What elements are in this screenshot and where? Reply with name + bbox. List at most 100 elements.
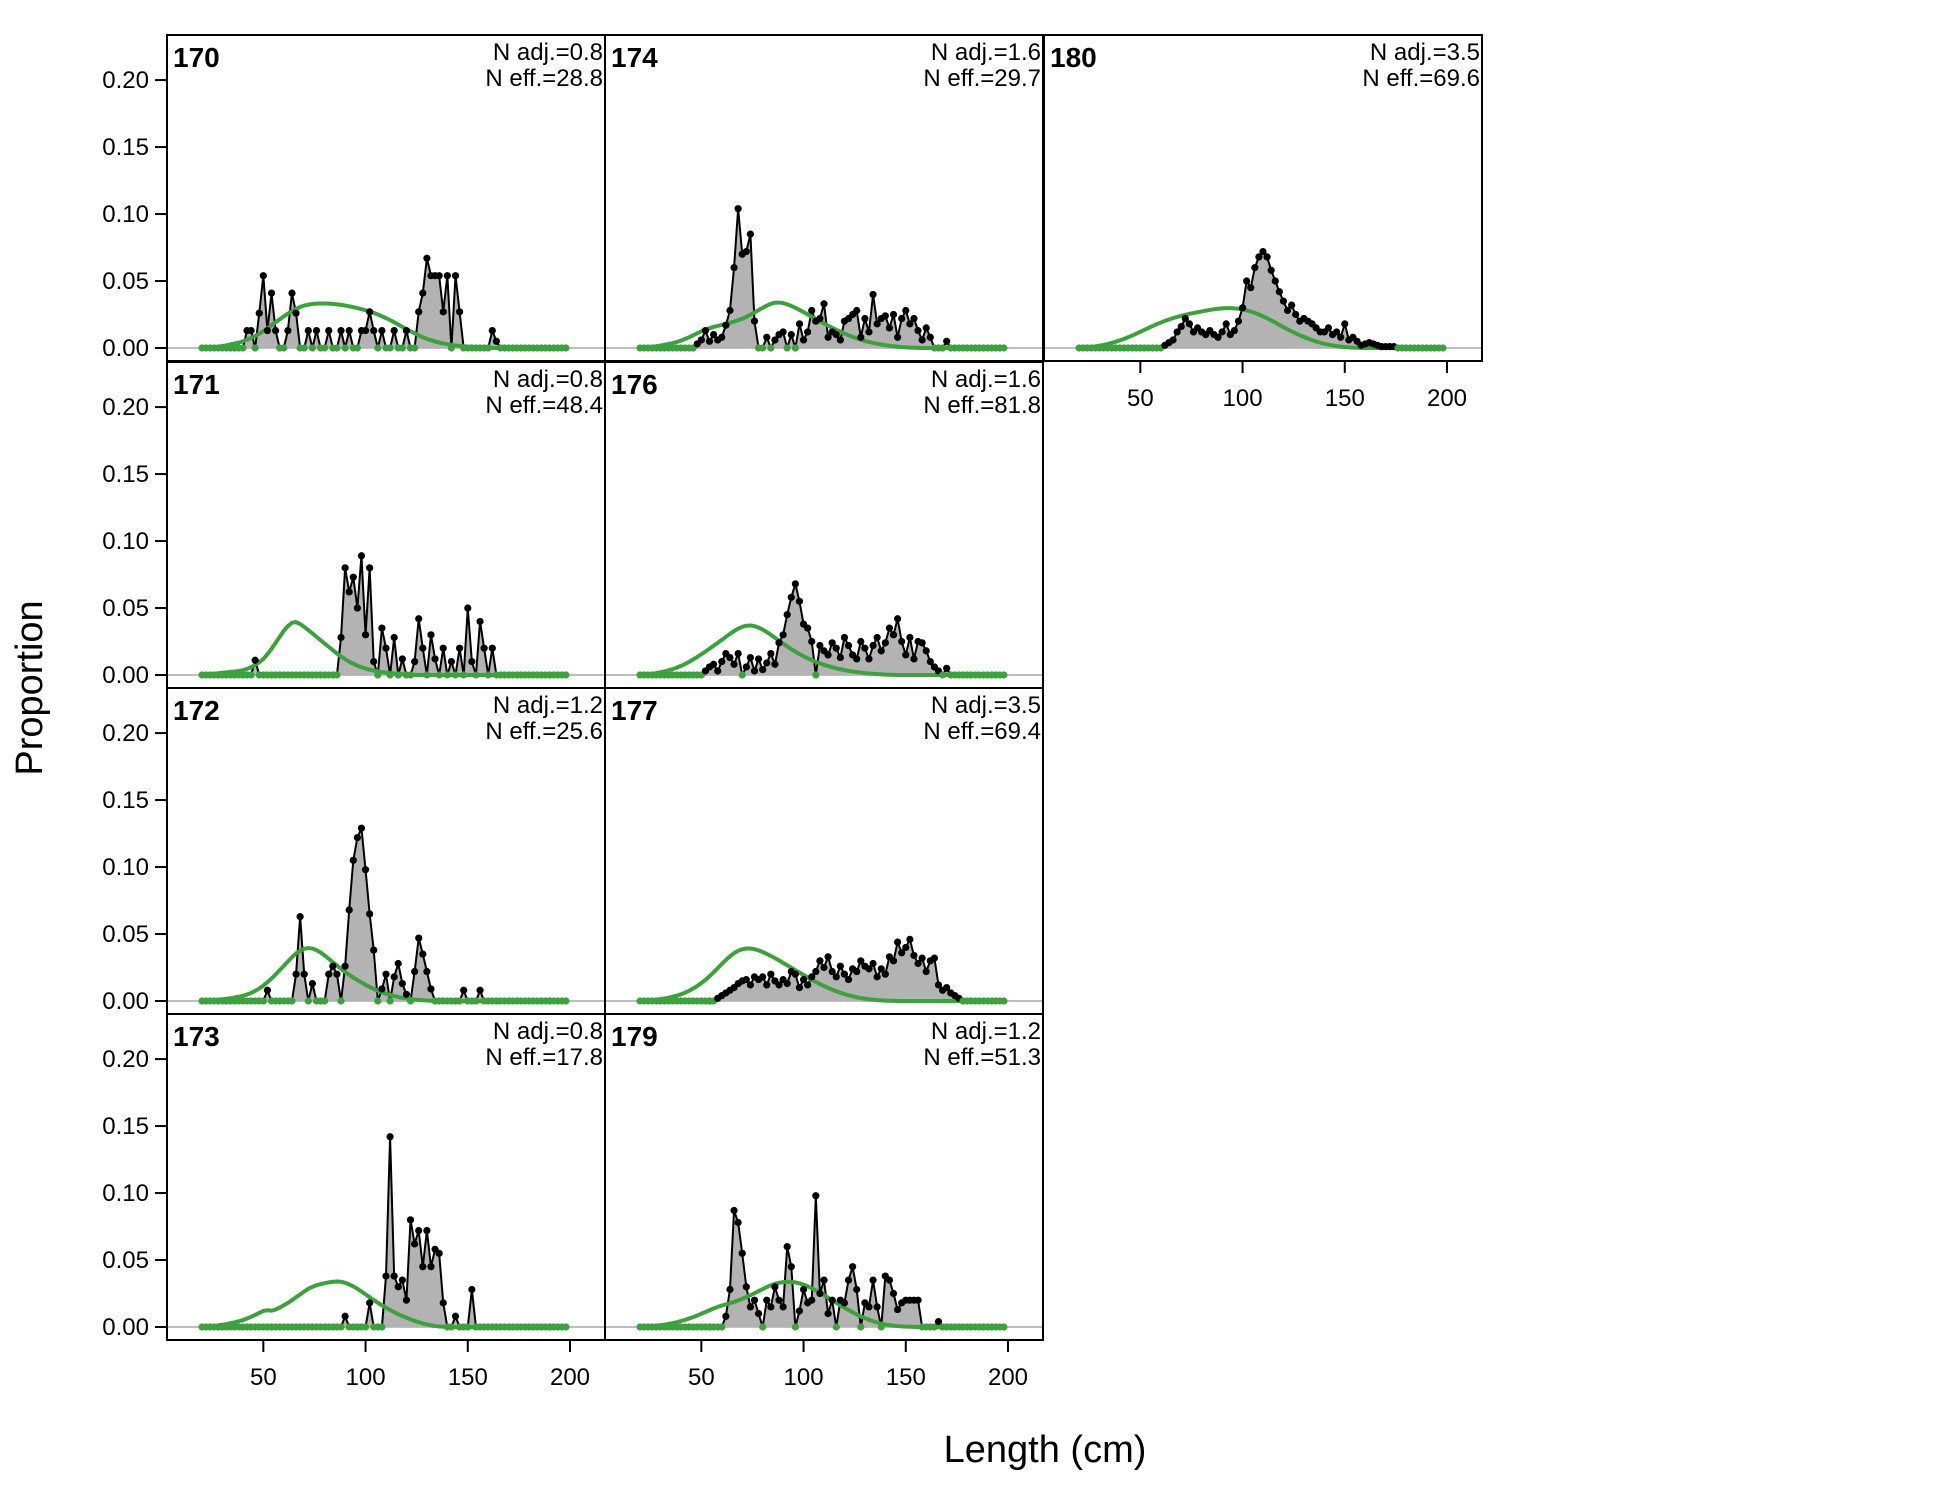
observed-point	[849, 1263, 857, 1271]
observed-point	[750, 317, 759, 325]
observed-point	[869, 1276, 877, 1284]
observed-point	[787, 593, 795, 601]
observed-point	[390, 1272, 398, 1280]
panel-frame	[1043, 34, 1483, 362]
observed-point	[451, 1312, 460, 1320]
observed-point	[460, 986, 468, 994]
observed-point	[419, 1263, 427, 1271]
y-tick-label: 0.05	[102, 1247, 149, 1274]
observed-point	[484, 671, 492, 679]
observed-point	[902, 651, 910, 659]
observed-point	[828, 639, 836, 647]
n-adj-label: N adj.=1.2	[931, 1018, 1041, 1045]
observed-point	[730, 264, 738, 272]
observed-point	[816, 957, 824, 965]
observed-point	[406, 671, 415, 679]
observed-point	[415, 308, 423, 316]
observed-point	[337, 633, 345, 642]
observed-point	[398, 979, 406, 988]
observed-point	[812, 967, 820, 976]
observed-point	[1337, 333, 1345, 341]
x-tick-label: 50	[688, 1364, 715, 1391]
observed-point	[357, 552, 366, 560]
observed-point	[419, 644, 427, 652]
observed-point	[938, 344, 947, 352]
observed-point	[370, 658, 378, 666]
observed-point	[366, 308, 374, 316]
x-tick-label: 200	[550, 1364, 590, 1391]
n-eff-label: N eff.=81.8	[923, 392, 1041, 419]
observed-point	[443, 671, 451, 679]
observed-point	[292, 970, 300, 978]
observed-point	[1251, 264, 1259, 272]
observed-point	[926, 333, 934, 341]
observed-point	[427, 631, 435, 639]
observed-point	[832, 1323, 840, 1331]
n-adj-label: N adj.=0.8	[493, 366, 603, 393]
y-tick-label: 0.20	[102, 394, 149, 421]
observed-point	[889, 957, 898, 965]
observed-point	[267, 289, 276, 297]
observed-point	[877, 1323, 885, 1331]
n-adj-label: N adj.=0.8	[493, 1018, 603, 1045]
observed-point	[853, 306, 861, 315]
observed-point	[853, 655, 861, 663]
panel-title: 177	[611, 695, 658, 726]
n-adj-label: N adj.=1.2	[493, 692, 603, 719]
observed-point	[943, 984, 951, 992]
observed-point	[804, 981, 812, 989]
observed-point	[779, 1303, 787, 1311]
y-tick-label: 0.05	[102, 921, 149, 948]
y-tick-label: 0.00	[102, 662, 149, 689]
observed-point	[464, 1323, 472, 1331]
observed-point	[914, 326, 922, 335]
observed-point	[808, 1296, 816, 1304]
observed-point	[857, 957, 865, 965]
observed-point	[722, 321, 730, 329]
observed-point	[808, 637, 816, 646]
n-adj-label: N adj.=1.6	[931, 39, 1041, 66]
observed-point	[836, 653, 844, 662]
observed-point	[366, 1299, 374, 1307]
observed-point	[869, 290, 877, 299]
observed-point	[337, 1323, 345, 1331]
observed-point	[759, 666, 767, 674]
x-tick-label: 100	[1223, 385, 1263, 412]
observed-point	[1255, 253, 1263, 261]
observed-point	[726, 1285, 734, 1294]
n-adj-label: N adj.=3.5	[1370, 39, 1480, 66]
observed-point	[795, 597, 804, 605]
observed-point	[349, 856, 357, 864]
observed-point	[353, 604, 361, 612]
panel-171: 171 N adj.=0.8N eff.=48.4 0.00 0.05 0.10 0.15…	[102, 361, 606, 689]
observed-point	[1181, 314, 1189, 323]
observed-point	[746, 1303, 755, 1311]
observed-point	[898, 949, 906, 957]
panel-title: 173	[173, 1021, 220, 1052]
observed-point	[844, 1276, 853, 1284]
observed-point	[742, 663, 750, 671]
observed-point	[1275, 288, 1283, 296]
observed-point	[922, 324, 930, 332]
observed-point	[378, 624, 386, 632]
observed-point	[775, 1296, 783, 1304]
observed-point	[857, 1323, 865, 1331]
observed-point	[930, 954, 939, 962]
observed-point	[926, 658, 934, 666]
observed-point	[325, 326, 333, 335]
observed-line	[202, 1136, 566, 1328]
observed-point	[419, 289, 427, 297]
observed-point	[386, 671, 394, 679]
observed-point	[447, 344, 456, 352]
observed-point	[791, 344, 799, 352]
observed-point	[791, 970, 799, 978]
observed-point	[451, 272, 460, 280]
observed-point	[1333, 328, 1341, 336]
observed-point	[824, 953, 832, 961]
observed-point	[795, 320, 804, 328]
observed-point	[476, 617, 484, 626]
observed-point	[1234, 317, 1243, 325]
observed-point	[1173, 328, 1181, 336]
observed-point	[742, 975, 750, 984]
observed-point	[943, 337, 951, 345]
